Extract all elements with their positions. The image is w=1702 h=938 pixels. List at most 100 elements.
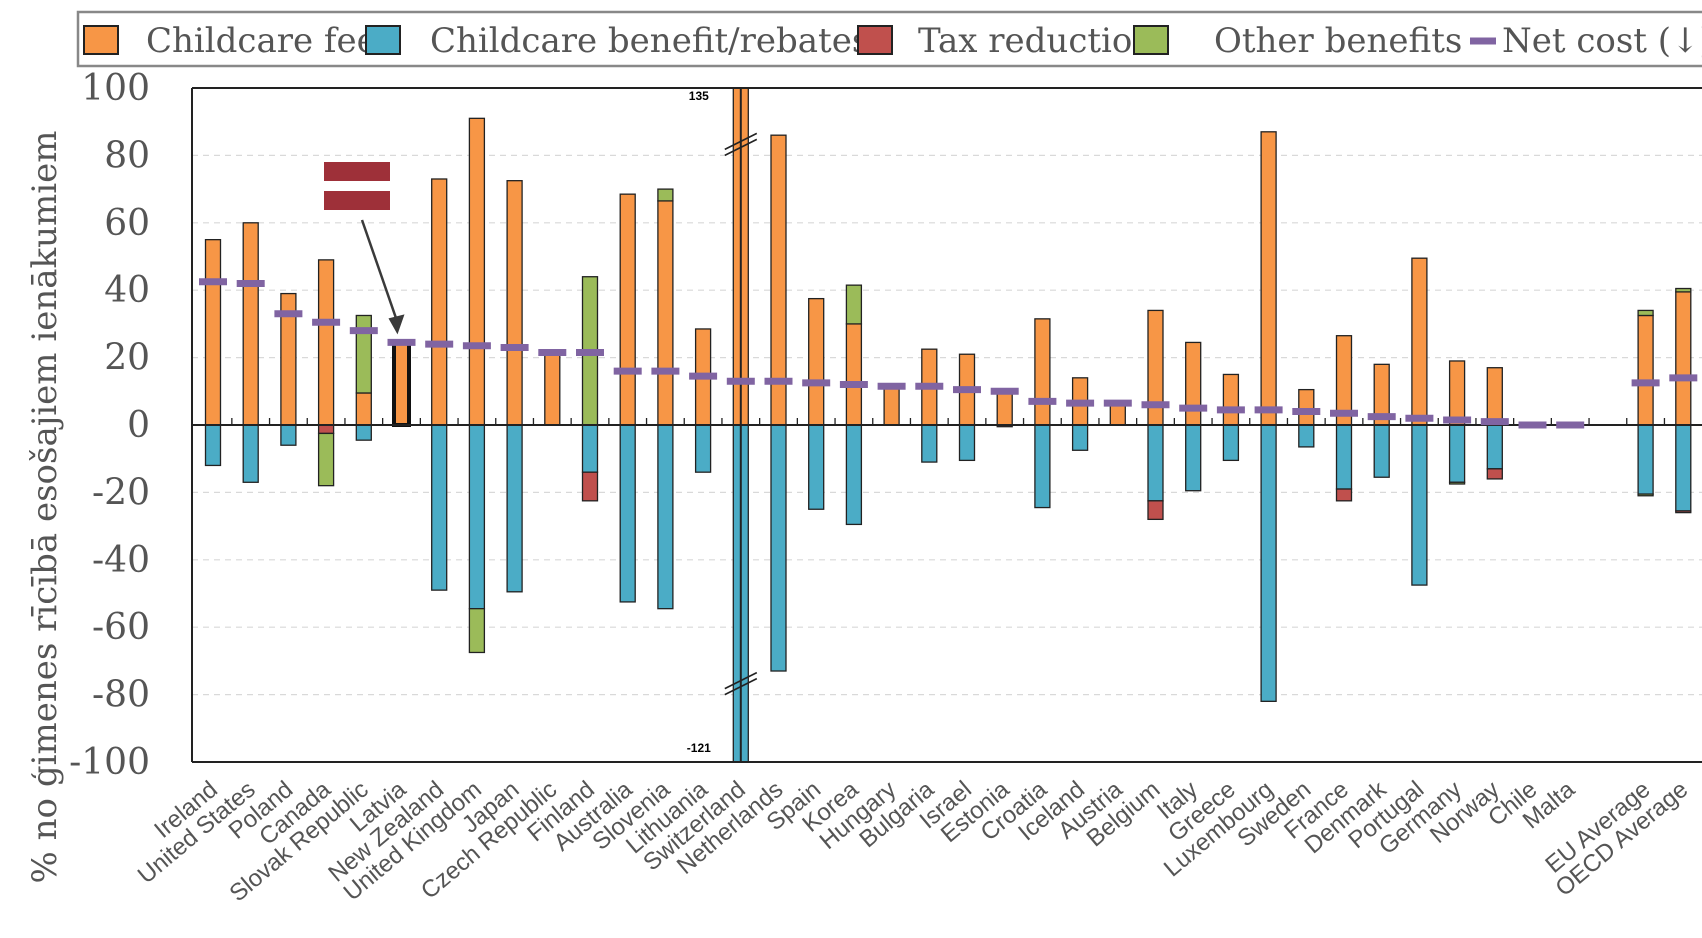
bar-benefit [921,424,938,463]
bar-fee [845,323,863,426]
break-label-top: 135 [689,89,709,103]
bar-benefit [1071,424,1089,451]
bar-fee [1486,367,1503,426]
bar-benefit [1185,424,1202,492]
y-tick-label: 100 [81,68,150,109]
bar-benefit [1448,424,1466,483]
axes: 135 -121 [191,87,1702,763]
y-tick-label: 40 [104,270,150,311]
bar-fee [1448,360,1466,426]
bar-fee [883,385,900,426]
legend-label-other: Other benefits [1214,21,1462,61]
y-tick-label: 60 [104,203,150,244]
bar-tax-reduction [1147,500,1164,521]
axis-break-mark [724,132,758,151]
bar-other-benefits [1637,493,1654,497]
bar-benefit [204,424,222,467]
y-tick-label: 20 [104,338,150,379]
bar-fee [1675,291,1692,426]
y-tick-label: -40 [92,540,150,581]
bar-fee [393,341,410,426]
bar-benefit [506,424,523,593]
bar-fee [431,178,448,426]
bar-benefit [1335,424,1353,490]
bar-fee [1185,341,1202,426]
bar-other-benefits [657,188,674,202]
bar-fee [1411,257,1428,426]
bar-fee [242,222,259,426]
legend-label-fee: Childcare fee [146,21,377,61]
legend-swatch-benefit [365,25,401,55]
bar-benefit [242,424,259,483]
bar-tax-reduction [1675,510,1692,514]
bar-benefit [280,424,297,446]
bar-benefit [845,424,863,526]
bar-benefit [1637,424,1654,495]
bar-fee [506,180,523,426]
bar-benefit [808,424,825,510]
bar-benefit [1675,424,1692,512]
y-tick-label: -20 [92,472,150,513]
bar-fee [1298,388,1315,426]
bar-other-benefits [1448,481,1466,485]
y-tick-label: 0 [127,405,150,446]
bar-tax-reduction [581,471,599,502]
bar-fee [355,392,372,426]
bar-fee [468,117,486,426]
bar-fee [544,351,561,426]
annotation-arrow-head [388,314,405,335]
bar-fee [317,259,335,426]
legend: Childcare fee Childcare benefit/rebates Ta… [76,10,1702,68]
bar-tax-reduction [1335,488,1353,502]
grid-lines: 100 80 60 40 20 0 -20 -40 -60 -80 -100 [69,68,1702,783]
bar-fee [996,390,1013,426]
latvia-flag-top-stripe [324,162,390,181]
legend-label-benefit: Childcare benefit/rebates [430,21,869,61]
y-axis-label: % no ģimenes rīcībā esošajiem ienākumiem [25,131,65,884]
bar-benefit [1486,424,1503,470]
y-tick-label: -100 [69,742,150,783]
annotation-arrow-line [360,219,399,323]
bar-fee [1034,318,1051,426]
bar-benefit [657,424,674,610]
bar-benefit [958,424,976,462]
bar-tax-reduction [1486,468,1503,480]
bar-tax-reduction [317,424,335,435]
legend-swatch-other [1133,25,1169,55]
y-tick-label: -80 [92,675,150,716]
bar-benefit [355,424,372,441]
legend-swatch-tax [857,25,893,55]
bar-fee [1637,314,1654,426]
bar-fee [808,297,825,426]
legend-swatch-fee [83,25,119,55]
bar-benefit [431,424,448,591]
axis-break-mark [724,671,758,690]
bar-benefit [1260,424,1277,702]
bar-fee [1222,373,1240,426]
bar-benefit [1373,424,1390,478]
bar-fee [1260,131,1277,426]
bars [204,87,1692,763]
bar-benefit [1147,424,1164,502]
bar-other-benefits [317,432,335,487]
legend-label-tax: Tax reduction [918,21,1154,61]
bar-benefit [770,424,787,672]
bar-fee [657,200,674,426]
bar-benefit [1298,424,1315,448]
bar-benefit [694,424,712,473]
bar-fee [619,193,636,426]
bar-benefit [1411,424,1428,586]
y-tick-label: -60 [92,607,150,648]
axis-break-mark [724,138,758,157]
bar-benefit [1034,424,1051,509]
break-label-bottom: -121 [687,741,711,755]
y-tick-label: 80 [104,135,150,176]
annotations [324,162,405,335]
bar-other-benefits [355,314,372,394]
bar-benefit [581,424,599,473]
legend-label-net: Net cost (↓) [1502,21,1702,61]
bar-other-benefits [1675,287,1692,293]
